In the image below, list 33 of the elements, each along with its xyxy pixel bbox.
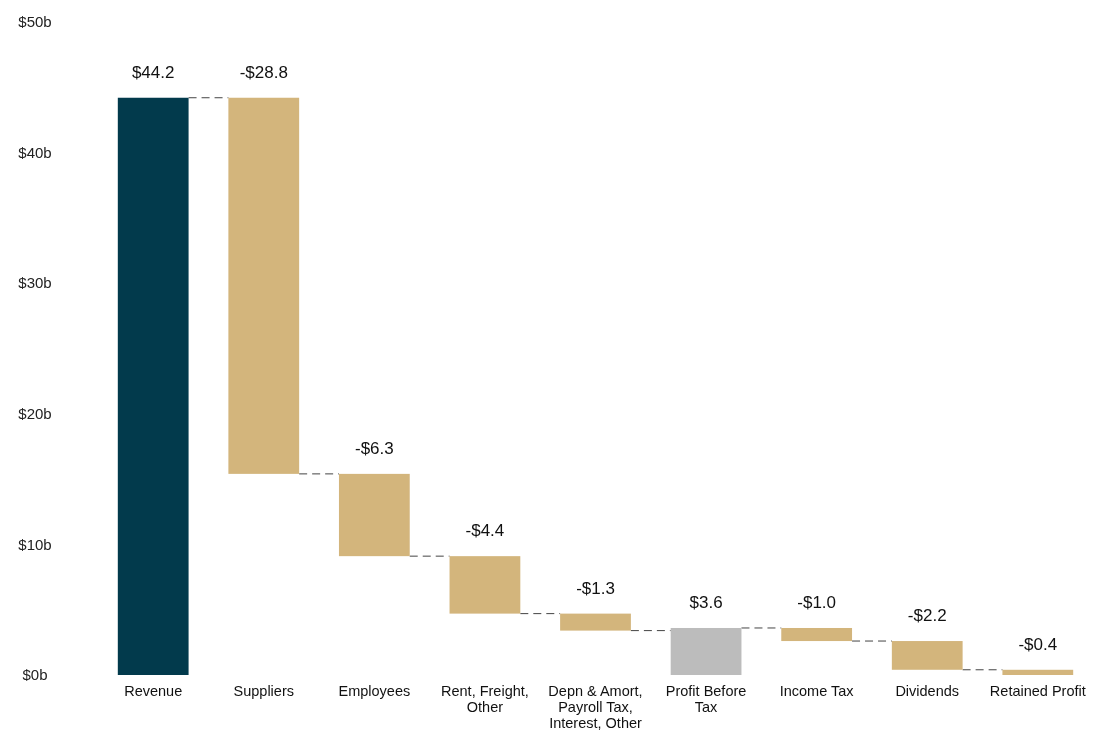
bar [781,627,853,642]
bar [228,97,300,474]
x-tick-label: Suppliers [233,683,294,699]
bar [449,556,521,614]
data-label: $44.2 [131,62,175,82]
x-tick-label: Employees [338,683,411,699]
x-tick-label: Income Tax [779,683,855,699]
data-label: -$1.3 [576,578,615,598]
data-label: -$4.4 [465,521,505,541]
data-label: -$28.8 [239,62,288,82]
x-tick-label: Profit Before Tax [665,683,747,715]
y-tick-label: $40b [18,143,52,161]
bar [891,641,963,670]
data-label: -$1.0 [797,592,837,612]
y-tick-label: $20b [18,405,52,423]
bar [1002,669,1074,675]
x-tick-label: Dividends [895,683,960,699]
x-tick-label: Revenue [124,683,183,699]
x-tick-label: Depn & Amort, Payroll Tax, Interest, Other [548,683,643,731]
bar [117,97,189,675]
y-tick-label: $0b [22,666,48,684]
y-tick-label: $50b [18,13,52,31]
y-tick-label: $30b [18,274,52,292]
data-label: -$0.4 [1018,634,1058,654]
x-tick-label: Retained Profit [989,683,1086,699]
x-tick-label: Rent, Freight, Other [441,683,529,715]
bar [670,627,742,675]
data-label: -$6.3 [354,438,394,458]
bar [338,473,410,557]
y-tick-label: $10b [18,535,52,553]
bar [560,613,631,631]
data-label: -$2.2 [907,606,947,626]
data-label: $3.6 [689,592,723,612]
